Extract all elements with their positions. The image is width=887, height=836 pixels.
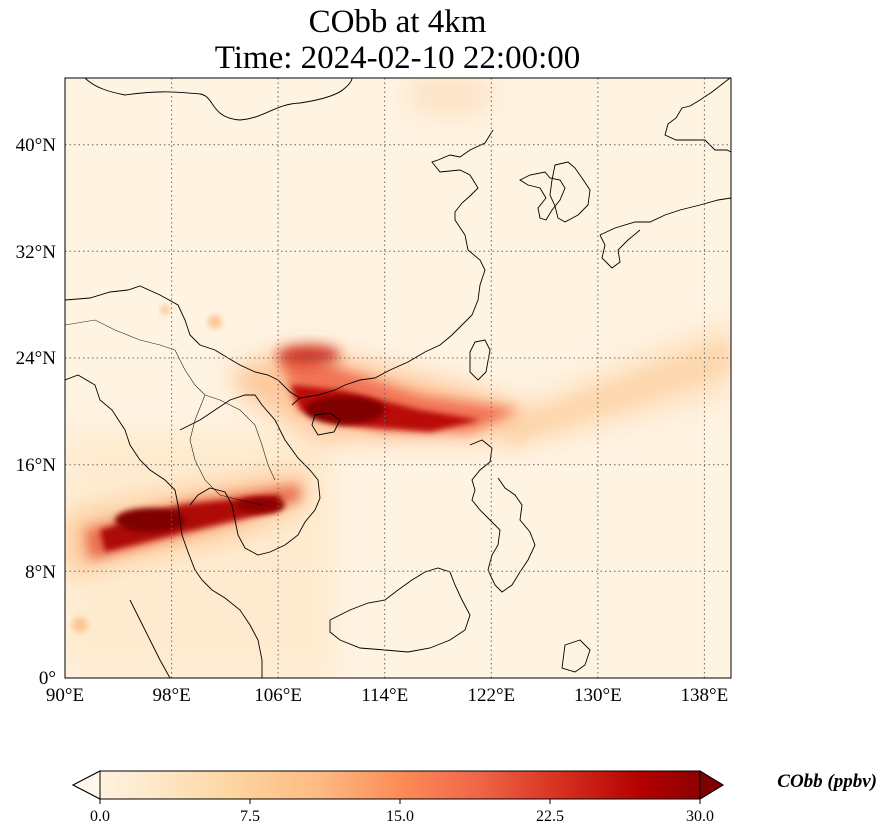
field-spot-north <box>208 315 222 329</box>
lon-tick-label: 122°E <box>467 685 515 706</box>
field-spot-north2 <box>160 305 170 315</box>
colorbar-tick-label: 7.5 <box>240 808 260 825</box>
colorbar-tick-label: 0.0 <box>90 808 110 825</box>
plume-south-china <box>230 345 530 440</box>
lon-tick-label: 130°E <box>574 685 622 706</box>
lon-tick-label: 106°E <box>254 685 302 706</box>
lat-tick-label: 16°N <box>16 455 57 476</box>
lat-tick-label: 32°N <box>16 242 57 263</box>
lon-tick-label: 114°E <box>361 685 408 706</box>
lon-tick-label: 138°E <box>681 685 729 706</box>
plume-pacific-tail <box>480 318 731 455</box>
map-frame <box>64 77 732 679</box>
colorbar: 0.0 7.5 15.0 22.5 30.0 CObb (ppbv) <box>71 770 877 825</box>
plume-indochina <box>65 470 305 575</box>
lon-tick-label: 98°E <box>152 685 190 706</box>
colorbar-tick-label: 30.0 <box>686 808 714 825</box>
field-spot-west <box>72 617 88 633</box>
lat-tick-label: 8°N <box>25 562 56 583</box>
colorbar-tick-label: 22.5 <box>536 808 564 825</box>
map-title-line2: Time: 2024-02-10 22:00:00 <box>214 40 581 76</box>
lat-tick-label: 0° <box>39 668 56 689</box>
colorbar-label: CObb (ppbv) <box>777 771 877 792</box>
colorbar-scale <box>71 770 724 800</box>
colorbar-tick-label: 15.0 <box>386 808 414 825</box>
lon-axis: 90°E 98°E 106°E 114°E 122°E 130°E 138°E <box>46 685 728 706</box>
colorbar-extend-max <box>699 770 724 800</box>
lat-axis: 0° 8°N 16°N 24°N 32°N 40°N <box>16 135 57 689</box>
lon-tick-label: 90°E <box>46 685 84 706</box>
map-gridlines <box>65 78 731 678</box>
coastlines <box>65 78 731 678</box>
map-title-line1: CObb at 4km <box>308 4 487 40</box>
lat-tick-label: 24°N <box>16 348 57 369</box>
lat-tick-label: 40°N <box>16 135 57 156</box>
concentration-field <box>65 78 731 678</box>
field-north-haze <box>405 78 495 117</box>
colorbar-extend-min <box>71 770 101 800</box>
